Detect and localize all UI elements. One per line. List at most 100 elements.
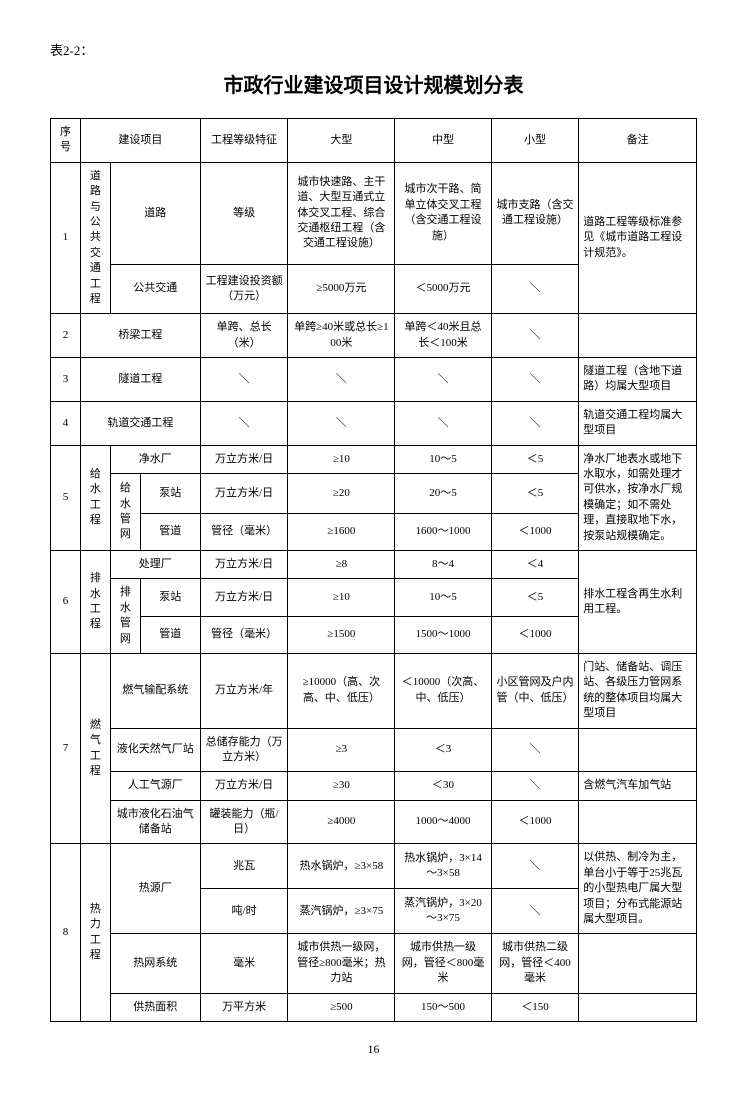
cell-sm: ＼	[491, 358, 579, 402]
cell-sm: ＜1000	[491, 800, 579, 844]
cell-sm: ＼	[491, 401, 579, 445]
main-table: 序号 建设项目 工程等级特征 大型 中型 小型 备注 1 道路与公共交通工程 道…	[50, 118, 697, 1022]
cell-md: ＜10000（次高、中、低压）	[395, 653, 491, 728]
cell-char: 罐装能力（瓶/日）	[200, 800, 288, 844]
cell-cat: 轨道交通工程	[80, 401, 200, 445]
cell-md: 1500～1000	[395, 616, 491, 653]
cell-char: 万立方米/年	[200, 653, 288, 728]
cell-seq: 8	[51, 844, 81, 1022]
cell-sub: 供热面积	[110, 993, 200, 1021]
table-row: 1 道路与公共交通工程 道路 等级 城市快速路、主干道、大型互通式立体交叉工程、…	[51, 162, 697, 264]
cell-lg: ≥4000	[288, 800, 395, 844]
cell-cat: 隧道工程	[80, 358, 200, 402]
cell-note: 以供热、制冷为主，单台小于等于25兆瓦的小型热电厂属大型项目；分布式能源站属大型…	[579, 844, 697, 934]
cell-subcat: 排水管网	[110, 579, 140, 654]
cell-lg: ≥1500	[288, 616, 395, 653]
cell-char: 万立方米/日	[200, 550, 288, 578]
cell-seq: 4	[51, 401, 81, 445]
cell-char: 管径（毫米）	[200, 513, 288, 550]
cell-char: 工程建设投资额（万元）	[200, 264, 288, 314]
cell-sm: ＼	[491, 889, 579, 934]
cell-cat: 桥梁工程	[80, 314, 200, 358]
cell-md: 单跨＜40米且总长＜100米	[395, 314, 491, 358]
col-small: 小型	[491, 119, 579, 163]
cell-note: 隧道工程（含地下道路）均属大型项目	[579, 358, 697, 402]
cell-char: 单跨、总长（米）	[200, 314, 288, 358]
cell-sub: 泵站	[140, 474, 200, 514]
cell-note	[579, 934, 697, 993]
page-number: 16	[50, 1042, 697, 1057]
cell-sub: 处理厂	[110, 550, 200, 578]
cell-lg: 城市快速路、主干道、大型互通式立体交叉工程、综合交通枢纽工程（含交通工程设施）	[288, 162, 395, 264]
cell-sub: 管道	[140, 616, 200, 653]
cell-char: 万立方米/日	[200, 772, 288, 800]
cell-sm: ＼	[491, 264, 579, 314]
cell-note: 门站、储备站、调压站、各级压力管网系统的整体项目均属大型项目	[579, 653, 697, 728]
cell-lg: ＼	[288, 401, 395, 445]
cell-char: 兆瓦	[200, 844, 288, 889]
cell-note	[579, 993, 697, 1021]
table-row: 城市液化石油气储备站 罐装能力（瓶/日） ≥4000 1000～4000 ＜10…	[51, 800, 697, 844]
cell-sub: 净水厂	[110, 445, 200, 473]
cell-char: 总储存能力（万立方米）	[200, 728, 288, 772]
cell-md: 城市供热一级网，管径＜800毫米	[395, 934, 491, 993]
cell-md: 150～500	[395, 993, 491, 1021]
cell-sm: ＜4	[491, 550, 579, 578]
table-row: 7 燃气工程 燃气输配系统 万立方米/年 ≥10000（高、次高、中、低压） ＜…	[51, 653, 697, 728]
cell-note: 净水厂地表水或地下水取水，如需处理才可供水，按净水厂规模确定；如不需处理，直接取…	[579, 445, 697, 550]
cell-lg: 蒸汽锅炉，≥3×75	[288, 889, 395, 934]
cell-cat: 燃气工程	[80, 653, 110, 844]
cell-lg: ≥500	[288, 993, 395, 1021]
table-header-row: 序号 建设项目 工程等级特征 大型 中型 小型 备注	[51, 119, 697, 163]
table-row: 人工气源厂 万立方米/日 ≥30 ＜30 ＼ 含燃气汽车加气站	[51, 772, 697, 800]
cell-lg: ≥1600	[288, 513, 395, 550]
cell-sm: ＜1000	[491, 616, 579, 653]
cell-lg: ≥8	[288, 550, 395, 578]
cell-sub: 人工气源厂	[110, 772, 200, 800]
cell-lg: 单跨≥40米或总长≥100米	[288, 314, 395, 358]
cell-lg: ≥10	[288, 445, 395, 473]
cell-cat: 排水工程	[80, 550, 110, 653]
table-row: 热网系统 毫米 城市供热一级网，管径≥800毫米；热力站 城市供热一级网，管径＜…	[51, 934, 697, 993]
cell-char: 毫米	[200, 934, 288, 993]
cell-lg: ≥5000万元	[288, 264, 395, 314]
table-row: 液化天然气厂站 总储存能力（万立方米） ≥3 ＜3 ＼	[51, 728, 697, 772]
cell-md: 城市次干路、简单立体交叉工程（含交通工程设施）	[395, 162, 491, 264]
col-project: 建设项目	[80, 119, 200, 163]
cell-md: ＜5000万元	[395, 264, 491, 314]
col-character: 工程等级特征	[200, 119, 288, 163]
cell-sm: ＜5	[491, 579, 579, 616]
cell-md: ＜30	[395, 772, 491, 800]
cell-sm: ＜1000	[491, 513, 579, 550]
cell-seq: 6	[51, 550, 81, 653]
cell-sm: 城市支路（含交通工程设施）	[491, 162, 579, 264]
cell-char: ＼	[200, 401, 288, 445]
table-row: 供热面积 万平方米 ≥500 150～500 ＜150	[51, 993, 697, 1021]
cell-char: ＼	[200, 358, 288, 402]
cell-char: 万立方米/日	[200, 445, 288, 473]
cell-char: 万立方米/日	[200, 579, 288, 616]
cell-md: 8～4	[395, 550, 491, 578]
cell-md: 1600～1000	[395, 513, 491, 550]
cell-sm: ＼	[491, 728, 579, 772]
cell-lg: ≥10000（高、次高、中、低压）	[288, 653, 395, 728]
cell-md: ＼	[395, 358, 491, 402]
cell-sub: 液化天然气厂站	[110, 728, 200, 772]
cell-md: 1000～4000	[395, 800, 491, 844]
cell-note: 含燃气汽车加气站	[579, 772, 697, 800]
cell-md: 热水锅炉，3×14～3×58	[395, 844, 491, 889]
page-title: 市政行业建设项目设计规模划分表	[50, 69, 697, 98]
cell-seq: 7	[51, 653, 81, 844]
cell-sub: 公共交通	[110, 264, 200, 314]
cell-subcat: 给水管网	[110, 474, 140, 551]
cell-lg: 热水锅炉，≥3×58	[288, 844, 395, 889]
cell-sub: 热源厂	[110, 844, 200, 934]
cell-sm: ＼	[491, 772, 579, 800]
table-label: 表2-2：	[50, 40, 697, 59]
cell-sub: 热网系统	[110, 934, 200, 993]
cell-seq: 5	[51, 445, 81, 550]
cell-seq: 3	[51, 358, 81, 402]
table-row: 8 热力工程 热源厂 兆瓦 热水锅炉，≥3×58 热水锅炉，3×14～3×58 …	[51, 844, 697, 889]
cell-sm: ＼	[491, 844, 579, 889]
cell-note: 道路工程等级标准参见《城市道路工程设计规范》。	[579, 162, 697, 314]
